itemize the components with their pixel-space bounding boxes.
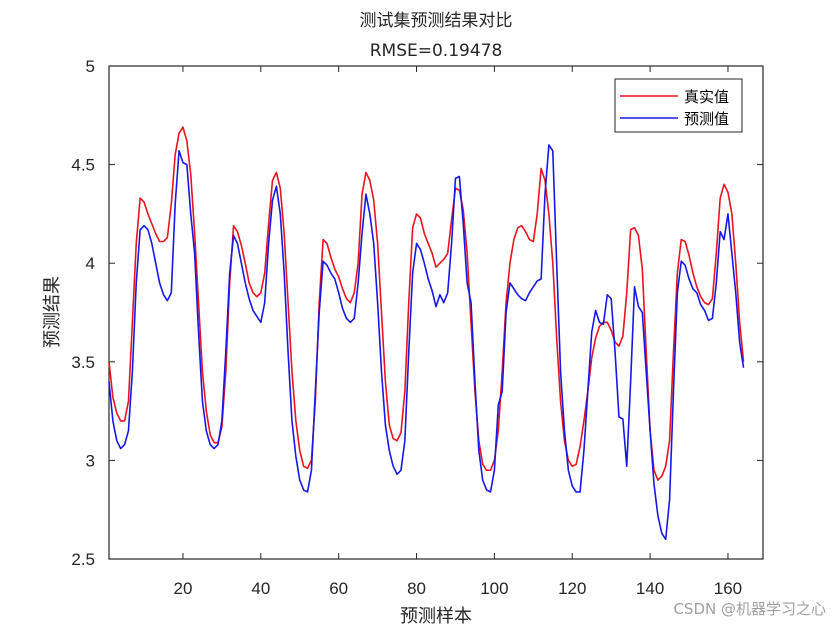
chart-title: 测试集预测结果对比 — [360, 11, 513, 31]
legend: 真实值 预测值 — [614, 78, 743, 133]
x-tick-label: 140 — [636, 579, 664, 598]
x-axis-label: 预测样本 — [400, 606, 472, 627]
series-line-actual — [108, 126, 745, 481]
x-tick-label: 80 — [407, 579, 426, 598]
y-tick-label: 5 — [86, 57, 95, 76]
legend-label-predicted: 预测值 — [684, 110, 729, 128]
y-tick-label: 4.5 — [71, 156, 95, 175]
y-tick-label: 4 — [86, 254, 95, 273]
watermark-text: CSDN @机器学习之心 — [673, 600, 826, 618]
x-tick-label: 120 — [558, 579, 586, 598]
x-tick-label: 160 — [714, 579, 742, 598]
y-tick-label: 2.5 — [71, 550, 95, 569]
chart-subtitle: RMSE=0.19478 — [370, 41, 503, 61]
y-axis-label: 预测结果 — [42, 276, 63, 348]
legend-box — [614, 78, 743, 133]
x-tick-label: 20 — [174, 579, 193, 598]
series-line-predicted — [108, 144, 745, 541]
series-lines — [108, 126, 745, 541]
y-tick-label: 3 — [86, 451, 95, 470]
axis-tick-labels: 20 40 60 80 100 120 140 160 2.5 3 3.5 4 4.5 5 — [71, 57, 742, 598]
y-tick-label: 3.5 — [71, 353, 95, 372]
legend-label-actual: 真实值 — [684, 88, 729, 106]
x-tick-label: 60 — [329, 579, 348, 598]
x-tick-label: 100 — [480, 579, 508, 598]
axis-ticks — [109, 65, 763, 560]
x-tick-label: 40 — [251, 579, 270, 598]
plot-area — [108, 65, 764, 560]
